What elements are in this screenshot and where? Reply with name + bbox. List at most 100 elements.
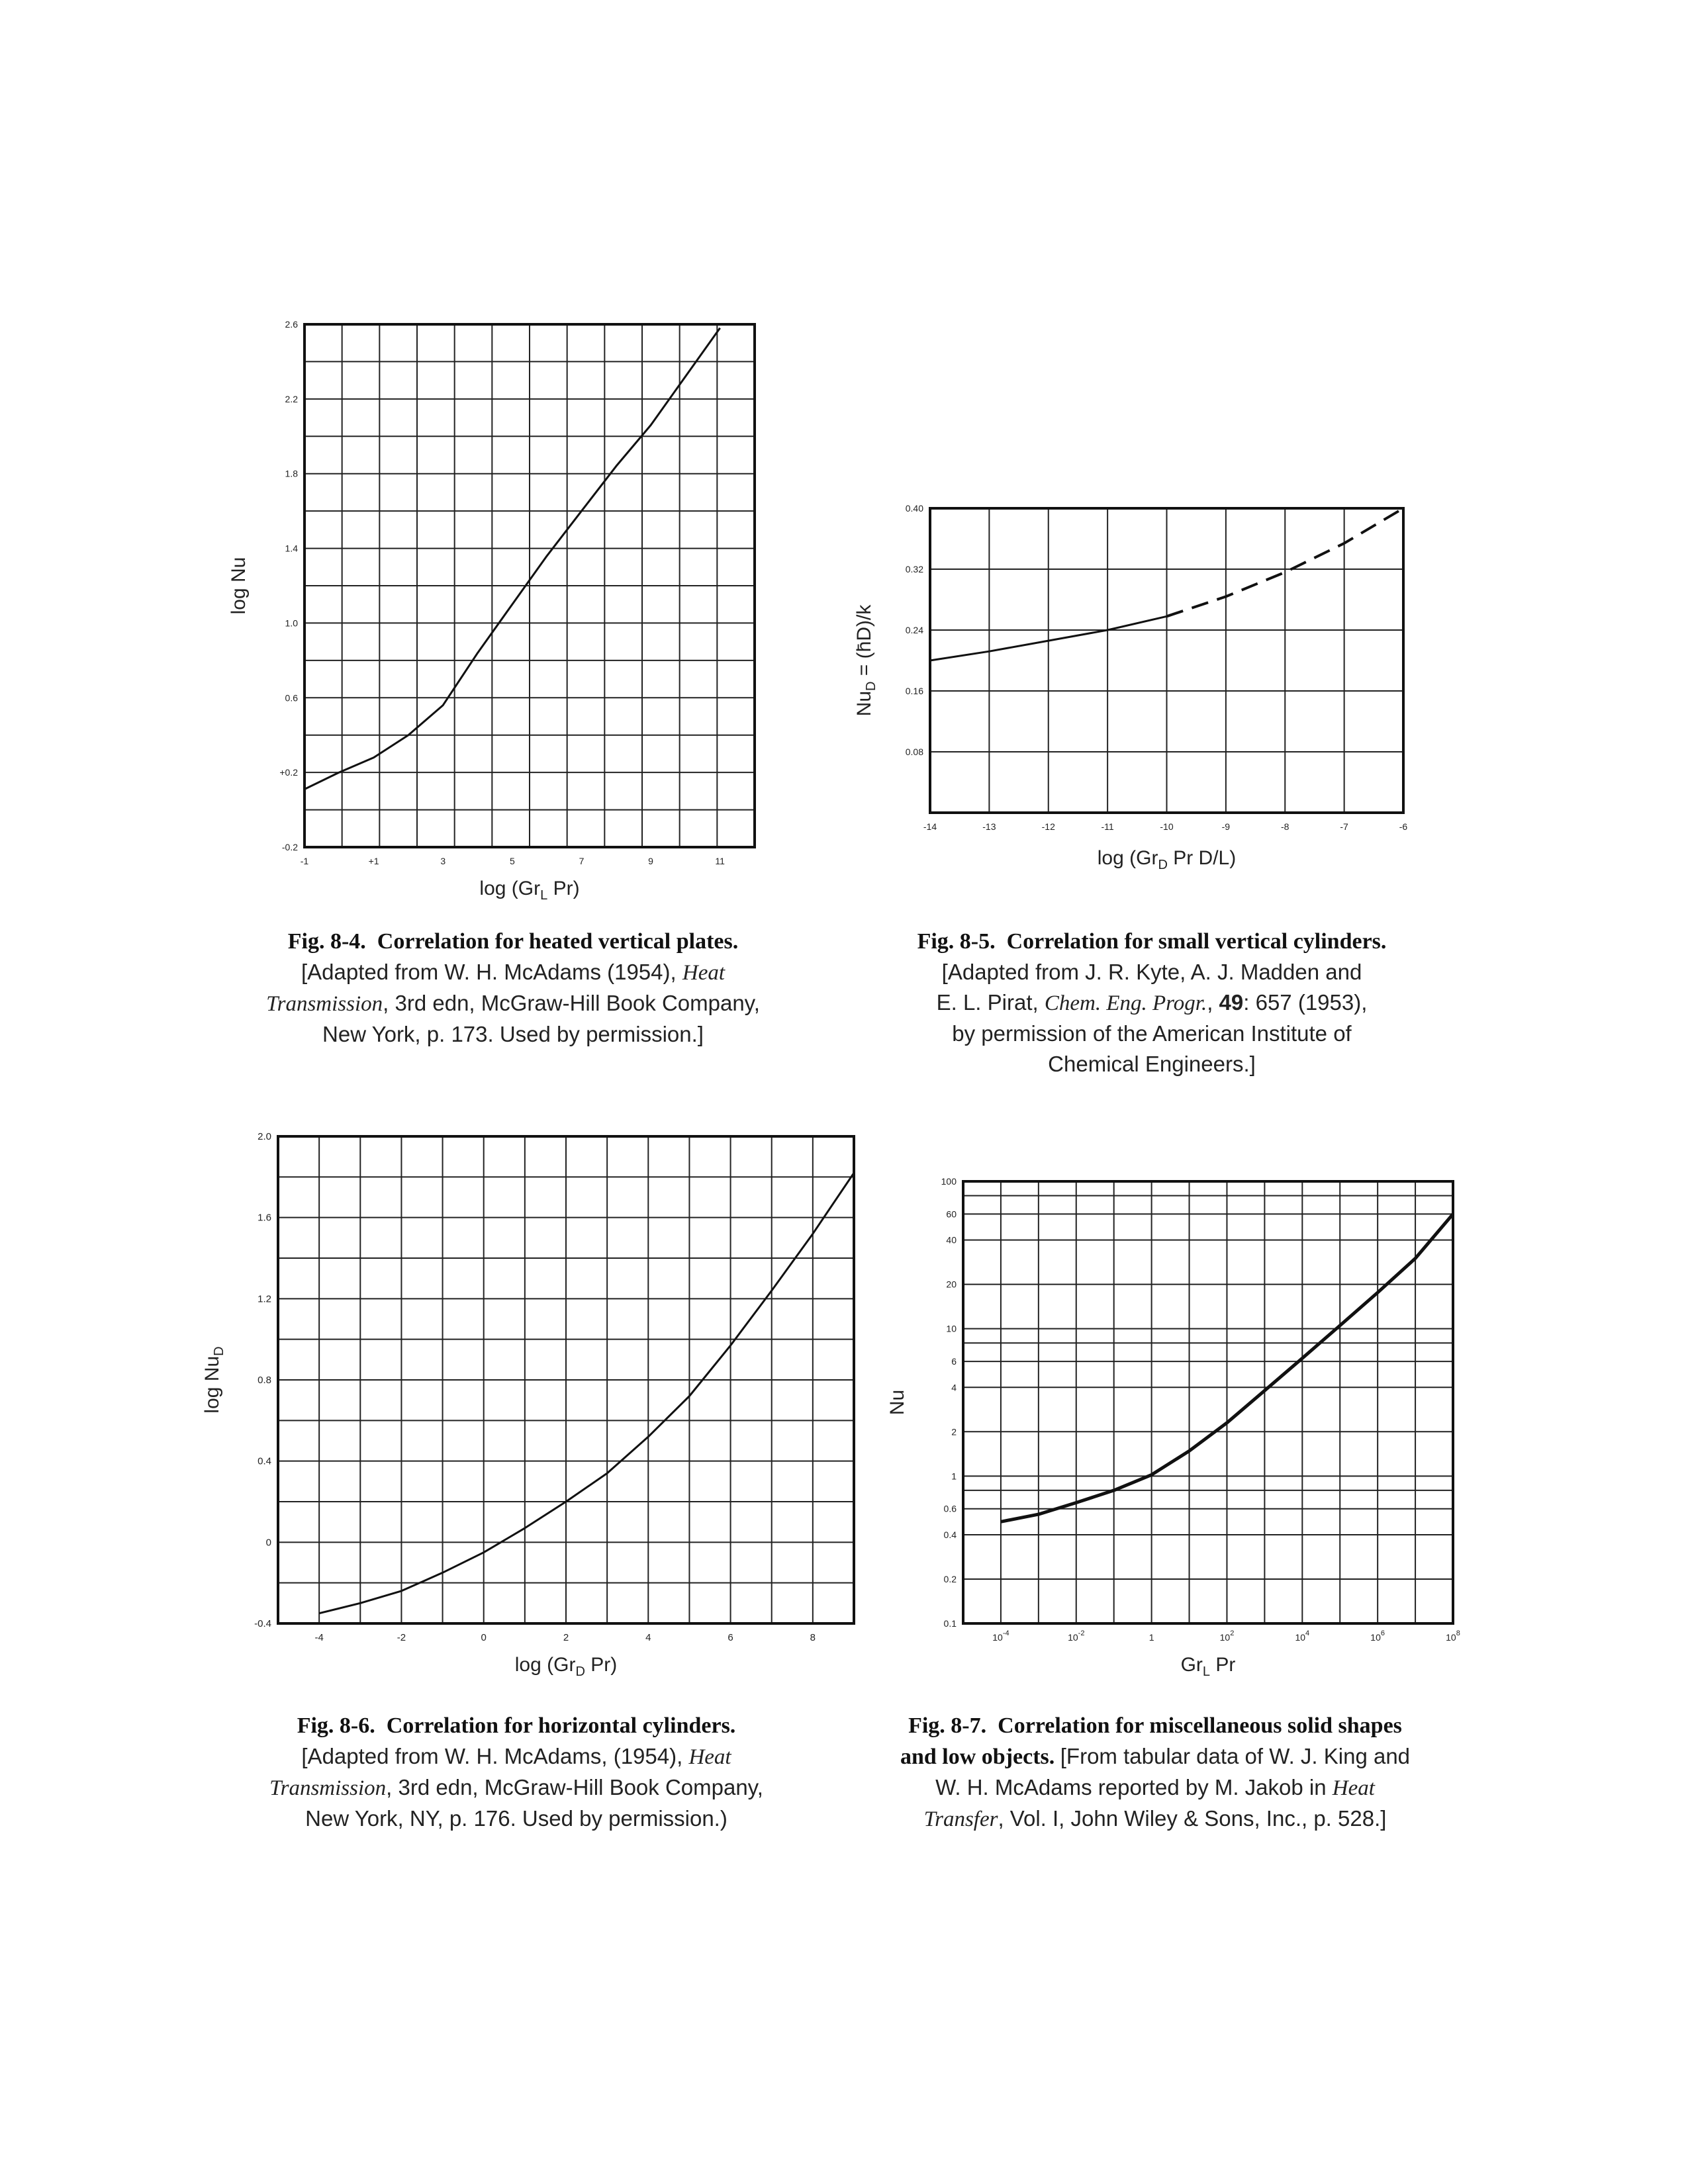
x-axis-label: log (GrD Pr) [515, 1654, 617, 1679]
caption-fig85-line3a: E. L. Pirat, [936, 990, 1039, 1015]
figure-8-5: 0.08 0.16 0.24 0.32 0.40 -14 -13 -12 -11 -10 -9 -8-… [0, 0, 1688, 1059]
x-tick-label: +1 [369, 856, 379, 866]
data-series-line [1166, 507, 1405, 618]
y-tick-label: 2.0 [258, 1131, 271, 1142]
y-tick-label: 0.6 [944, 1504, 957, 1514]
y-tick-label: 1.8 [285, 469, 299, 479]
y-tick-label: 0.2 [944, 1574, 957, 1584]
y-tick-label: 2 [951, 1426, 957, 1437]
y-tick-label: 2.6 [285, 319, 299, 330]
caption-fig85-line3c: : 657 (1953), [1243, 990, 1368, 1015]
caption-fig86-line4: New York, NY, p. 176. Used by permission… [305, 1806, 727, 1831]
caption-fig87-title2: and low objects. [900, 1745, 1055, 1769]
caption-fig86-line3: , 3rd edn, McGraw-Hill Book Company, [386, 1775, 763, 1799]
data-series-line [304, 327, 721, 790]
y-tick-label: 4 [951, 1382, 957, 1392]
caption-fig87: Fig. 8-7. Correlation for miscellaneous … [841, 1711, 1470, 1835]
y-tick-label: +0.2 [279, 767, 298, 778]
caption-fig86-line2: [Adapted from W. H. McAdams, (1954), [301, 1744, 683, 1768]
x-tick-label: -9 [1222, 821, 1231, 832]
y-tick-label: 0.16 [906, 686, 923, 696]
x-tick-label: 5 [510, 856, 515, 866]
caption-fig86-line3-italic: Transmission [269, 1776, 387, 1800]
caption-fig87-line4-italic: Transfer [923, 1807, 998, 1831]
y-axis-label: log Nu [228, 557, 250, 615]
y-tick-label: 0.4 [944, 1529, 957, 1540]
y-tick-label: -0.2 [282, 842, 298, 852]
x-axis-label: log (GrL Pr) [479, 878, 579, 903]
caption-fig87-line2: [From tabular data of W. J. King and [1060, 1744, 1411, 1768]
y-axis-label: log NuD [201, 1346, 226, 1413]
x-tick-label: 6 [727, 1632, 733, 1643]
caption-fig86: Fig. 8-6. Correlation for horizontal cyl… [199, 1711, 834, 1834]
caption-fig84-line4: New York, p. 173. Used by permission.] [322, 1022, 704, 1046]
x-tick-label: -1 [301, 856, 309, 866]
y-tick-label: 1.6 [258, 1212, 271, 1224]
y-tick-label: 0.32 [906, 564, 923, 574]
y-tick-label: 10 [946, 1324, 957, 1334]
data-series-line [1000, 1212, 1454, 1524]
y-axis-label: NuD = (h̄D)/k [853, 604, 878, 717]
x-tick-label: -10 [1160, 821, 1173, 832]
caption-fig84: Fig. 8-4. Correlation for heated vertica… [199, 927, 827, 1050]
y-tick-label: 60 [946, 1208, 957, 1219]
caption-fig87-title1: Correlation for miscellaneous solid shap… [998, 1713, 1402, 1738]
caption-fig87-line3: W. H. McAdams reported by M. Jakob in [935, 1775, 1327, 1799]
y-tick-label: 0.8 [258, 1375, 271, 1386]
caption-fig87-line4: , Vol. I, John Wiley & Sons, Inc., p. 52… [998, 1806, 1387, 1831]
plot-frame [303, 323, 756, 848]
caption-fig86-line2-italic: Heat [688, 1745, 731, 1769]
data-series-line [318, 1172, 855, 1615]
x-tick-label: 10-2 [1068, 1629, 1084, 1643]
caption-fig87-number: Fig. 8-7. [908, 1713, 987, 1738]
caption-fig84-line2-italic: Heat [682, 961, 726, 985]
y-tick-label: -0.4 [254, 1618, 271, 1629]
x-tick-label: 108 [1446, 1629, 1460, 1643]
x-tick-label: -4 [314, 1632, 323, 1643]
x-tick-label: -13 [982, 821, 996, 832]
x-tick-label: 3 [440, 856, 445, 866]
x-tick-label: 0 [481, 1632, 487, 1643]
y-tick-label: 1 [951, 1471, 957, 1481]
caption-fig85: Fig. 8-5. Correlation for small vertical… [847, 927, 1456, 1079]
y-tick-label: 40 [946, 1235, 957, 1246]
caption-fig84-title: Correlation for heated vertical plates. [377, 929, 739, 954]
x-tick-label: 7 [579, 856, 585, 866]
plot-frame [962, 1180, 1454, 1625]
x-axis-label: GrL Pr [1181, 1654, 1236, 1679]
chart-fig84: -0.2 +0.2 0.6 1.0 1.4 1.8 2.2 2.6 -1 +1 3 5 7 9 11 log … [228, 319, 756, 903]
caption-fig87-line3-italic: Heat [1332, 1776, 1375, 1800]
y-tick-label: 0.6 [285, 692, 299, 703]
y-tick-label: 0.4 [258, 1456, 271, 1467]
y-tick-label: 20 [946, 1279, 957, 1290]
x-tick-label: -2 [397, 1632, 406, 1643]
y-axis-label: Nu [886, 1390, 908, 1415]
x-tick-label: 1 [1149, 1632, 1154, 1643]
x-tick-label: 10-4 [992, 1629, 1009, 1643]
caption-fig86-number: Fig. 8-6. [297, 1713, 375, 1738]
x-tick-label: -12 [1042, 821, 1055, 832]
caption-fig85-line4: by permission of the American Institute … [952, 1021, 1352, 1046]
caption-fig85-line3-italic: Chem. Eng. Progr. [1044, 991, 1207, 1015]
y-tick-label: 1.0 [285, 617, 299, 628]
y-tick-label: 1.4 [285, 543, 299, 554]
x-tick-label: 2 [563, 1632, 569, 1643]
x-tick-label: -6 [1399, 821, 1408, 832]
x-tick-label: -8 [1281, 821, 1289, 832]
caption-fig84-line3: , 3rd edn, McGraw-Hill Book Company, [383, 991, 760, 1015]
caption-fig85-title: Correlation for small vertical cylinders… [1006, 929, 1387, 954]
plot-frame [277, 1135, 855, 1625]
caption-fig85-line2: [Adapted from J. R. Kyte, A. J. Madden a… [941, 960, 1362, 984]
figure-8-6: -0.4 0 0.4 0.8 1.2 1.6 2.0 -4 -2 0 2 4 6 8 log (GrD Pr… [201, 1131, 855, 1679]
y-tick-label: 2.2 [285, 394, 299, 404]
x-tick-label: -11 [1102, 821, 1114, 832]
y-tick-label: 0.1 [944, 1618, 957, 1629]
chart-fig85: 0.08 0.16 0.24 0.32 0.40 -14 -13 -12 -11 -10 -9 -8 -… [853, 503, 1408, 872]
caption-fig84-line2: [Adapted from W. H. McAdams (1954), [301, 960, 677, 984]
caption-fig86-title: Correlation for horizontal cylinders. [386, 1713, 736, 1738]
x-tick-label: -14 [923, 821, 937, 832]
y-tick-label: 0.24 [906, 625, 923, 635]
x-tick-label: 9 [648, 856, 653, 866]
y-tick-label: 0.08 [906, 747, 923, 757]
